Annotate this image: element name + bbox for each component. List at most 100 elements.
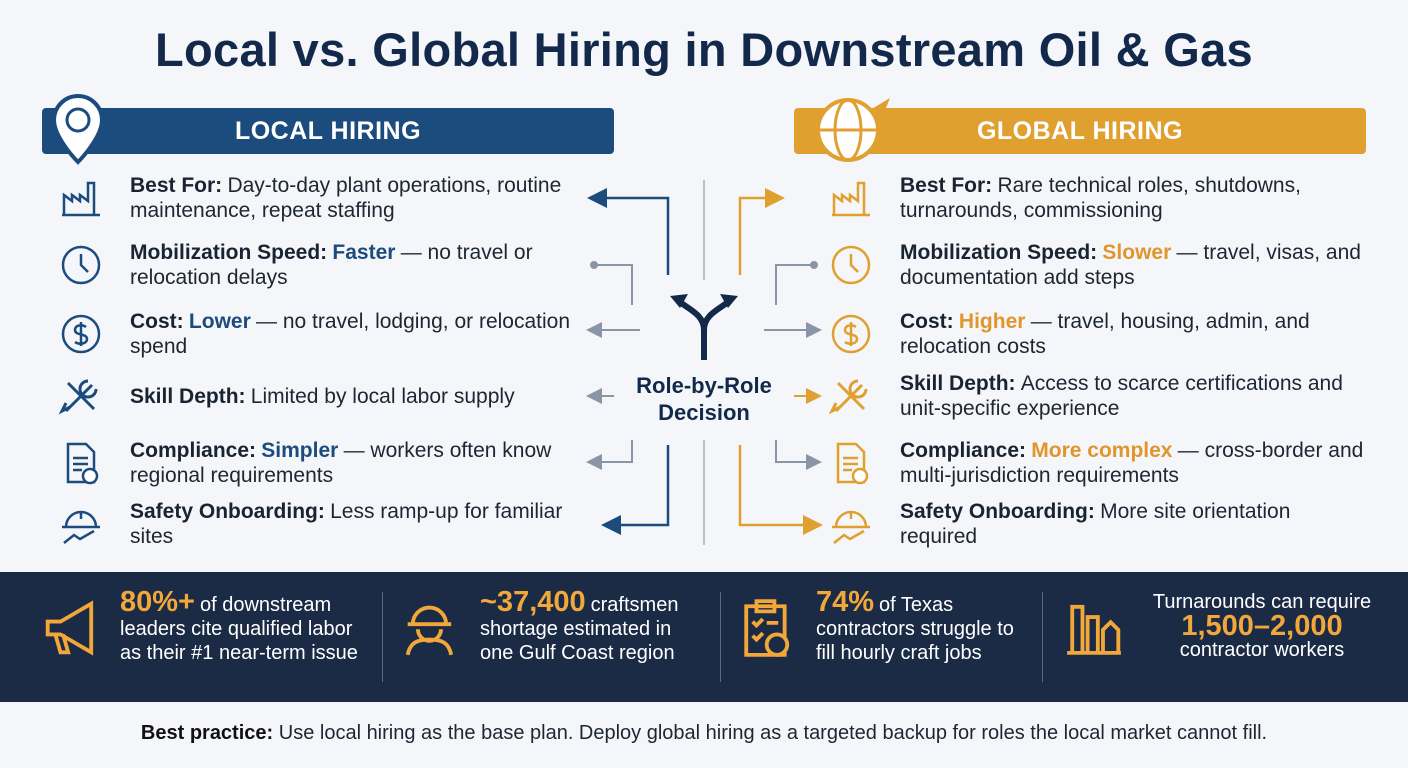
feature-label: Compliance: [130,439,257,462]
icon [831,245,871,285]
feature-highlight: Higher [958,310,1026,333]
feature-label: Safety Onboarding: [900,500,1095,523]
feature-text: Skill Depth: Limited by local labor suppl… [130,384,600,409]
feature-label: Safety Onboarding: [130,500,325,523]
center-label: Role-by-Role Decision [636,373,772,425]
stat-detail: of Texas contractors struggle to fill ho… [816,594,1014,664]
feature-label: Skill Depth: [900,372,1016,395]
feature-text: Mobilization Speed: Faster — no travel or … [130,240,600,290]
stat-icon [405,605,454,655]
feature-detail: Less ramp-up for familiar sites [130,500,563,548]
feature-detail: Limited by local labor supply [250,384,515,408]
stat-number: 74% [816,586,875,618]
feature-detail: Rare technical roles, shutdowns, turnaro… [900,174,1301,222]
feature-label: Cost: [130,310,184,333]
feature-text: Safety Onboarding: More site orientation … [900,499,1370,549]
feature-row: Mobilization Speed: Faster — no travel or … [58,235,600,295]
separator [382,592,383,682]
footer-text: Use local hiring as the base plan. Deplo… [278,722,1268,744]
feature-label: Best For: [900,174,993,197]
icon [58,379,98,415]
separator [720,592,721,682]
feature-row: Compliance: More complex — cross-border an… [828,433,1370,493]
feature-text: Cost: Higher — travel, housing, admin, and… [900,309,1370,359]
stat-detail: contractor workers [1179,639,1345,661]
feature-row: Cost: Lower — no travel, lodging, or reloc… [58,304,600,364]
stat-detail: craftsmen shortage estimated in one Gulf… [480,594,679,664]
stat-number: ~37,400 [480,586,586,618]
feature-text: Mobilization Speed: Slower — travel, visas… [900,240,1370,290]
feature-row: Cost: Higher — travel, housing, admin, and… [828,304,1370,364]
feature-detail: — cross-border and multi-jurisdiction re… [900,439,1364,487]
feature-text: Safety Onboarding: Less ramp-up for famil… [130,499,600,549]
icon [61,245,101,285]
feature-row: Best For: Rare technical roles, shutdowns… [828,168,1370,228]
local-header: LOCAL HIRING [42,108,614,154]
feature-highlight: Faster [332,241,396,264]
feature-row: Safety Onboarding: More site orientation … [828,494,1370,554]
stat: 74% of Texas contractors struggle to fill… [736,588,1036,665]
stat-text: 74% of Texas contractors struggle to fill… [816,588,1036,665]
feature-detail: More site orientation required [900,500,1291,548]
icon [828,379,868,415]
separator [1042,592,1043,682]
feature-detail: Access to scarce certifications and unit… [900,372,1343,420]
icon [61,314,101,354]
icon [66,442,99,485]
stat-icon [1067,604,1121,655]
feature-row: Compliance: Simpler — workers often know r… [58,433,600,493]
feature-detail: — travel, visas, and documentation add s… [900,241,1361,289]
icon [62,510,100,544]
feature-highlight: Slower [1102,241,1172,264]
feature-row: Skill Depth: Access to scarce certificati… [828,366,1370,426]
feature-highlight: Simpler [261,439,339,462]
feature-text: Compliance: More complex — cross-border an… [900,438,1370,488]
feature-highlight: More complex [1031,439,1173,462]
title: Local vs. Global Hiring in Downstream Oi… [155,23,1253,76]
feature-row: Skill Depth: Limited by local labor suppl… [58,366,600,426]
footer: Best practice: Use local hiring as the b… [0,722,1408,745]
feature-label: Mobilization Speed: [130,241,328,264]
feature-text: Cost: Lower — no travel, lodging, or reloc… [130,309,600,359]
stat-number: 80%+ [120,586,195,618]
feature-detail: — travel, housing, admin, and relocation… [900,310,1310,358]
icon [832,181,870,217]
global-header: GLOBAL HIRING [794,108,1366,154]
stat-text: ~37,400 craftsmen shortage estimated in o… [480,588,710,665]
icon [62,181,100,217]
feature-detail: Day-to-day plant operations, routine mai… [130,174,562,222]
stat-text: 80%+ of downstream leaders cite qualified… [120,588,370,665]
stat-icon [45,599,94,656]
icon [836,442,869,485]
footer-label: Best practice: [140,722,274,744]
feature-highlight: Lower [188,310,251,333]
stat-text: Turnarounds can require 1,500–2,000 contra… [1142,590,1382,662]
feature-label: Skill Depth: [130,384,246,408]
feature-label: Cost: [900,310,954,333]
feature-label: Best For: [130,174,223,197]
feature-detail: — no travel or relocation delays [130,241,533,289]
feature-text: Best For: Rare technical roles, shutdowns… [900,173,1370,223]
feature-row: Best For: Day-to-day plant operations, ro… [58,168,600,228]
feature-label: Compliance: [900,439,1027,462]
feature-text: Best For: Day-to-day plant operations, ro… [130,173,600,223]
stat-icon [744,598,790,657]
stat-detail: of downstream leaders cite qualified lab… [120,594,358,664]
decorations [51,93,890,545]
stat-pre: Turnarounds can require [1152,591,1372,613]
feature-detail: — no travel, lodging, or relocation spen… [130,310,571,358]
feature-detail: — workers often know regional requiremen… [130,439,552,487]
icon [831,314,871,354]
feature-row: Mobilization Speed: Slower — travel, visas… [828,235,1370,295]
stat: ~37,400 craftsmen shortage estimated in o… [400,588,710,665]
icon [832,510,870,544]
stat-number: 1,500–2,000 [1181,610,1343,642]
stat: 80%+ of downstream leaders cite qualified… [40,588,370,665]
feature-text: Skill Depth: Access to scarce certificati… [900,371,1370,421]
feature-row: Safety Onboarding: Less ramp-up for famil… [58,494,600,554]
stat: Turnarounds can require 1,500–2,000 contra… [1062,590,1382,662]
feature-label: Mobilization Speed: [900,241,1098,264]
feature-text: Compliance: Simpler — workers often know r… [130,438,600,488]
stats-band [0,572,1408,702]
